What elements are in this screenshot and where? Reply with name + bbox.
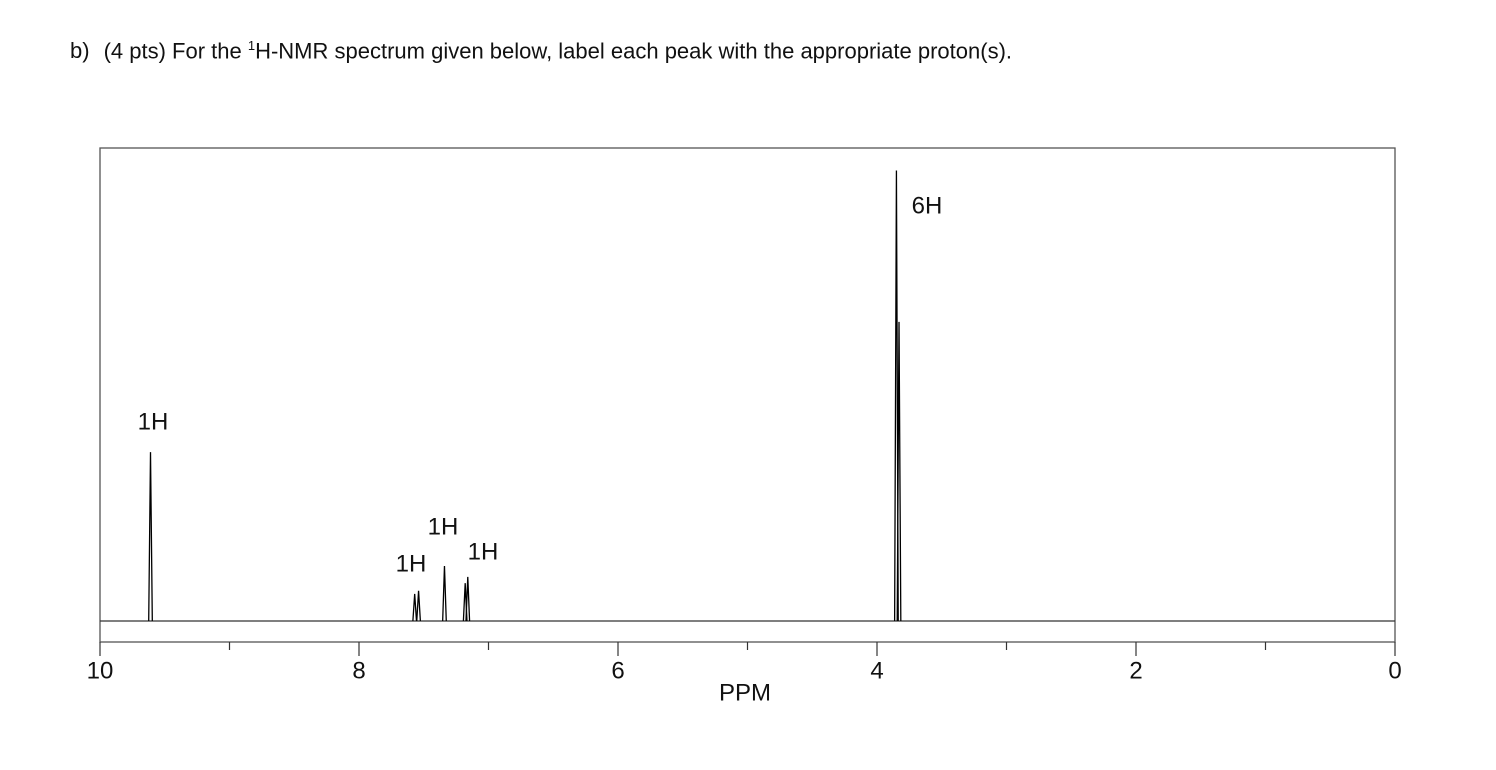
peak (465, 576, 471, 622)
peak (148, 452, 153, 622)
question-label: b) (70, 38, 90, 64)
peak (896, 321, 902, 622)
x-tick-label: 6 (611, 657, 624, 684)
question: b) (4 pts) For the 1H-NMR spectrum given … (70, 38, 1012, 64)
x-tick-label: 2 (1129, 657, 1142, 684)
peak-annotation: 6H (912, 192, 943, 219)
peak (416, 590, 422, 622)
question-text: H-NMR spectrum given below, label each p… (255, 38, 1013, 64)
plot-frame (99, 147, 1396, 643)
peak-annotation: 1H (396, 550, 427, 577)
peak-annotation: 1H (138, 408, 169, 435)
x-tick-label: 0 (1388, 657, 1401, 684)
x-tick-label: 10 (87, 657, 114, 684)
peak (442, 566, 447, 622)
x-axis-label: PPM (719, 679, 771, 706)
superscript: 1 (247, 38, 256, 53)
peak (412, 593, 418, 622)
x-tick-label: 4 (870, 657, 883, 684)
peak-annotation: 1H (428, 513, 459, 540)
x-tick-label: 8 (352, 657, 365, 684)
question-text: (4 pts) For the (103, 38, 248, 64)
peak-annotation: 1H (468, 538, 499, 565)
